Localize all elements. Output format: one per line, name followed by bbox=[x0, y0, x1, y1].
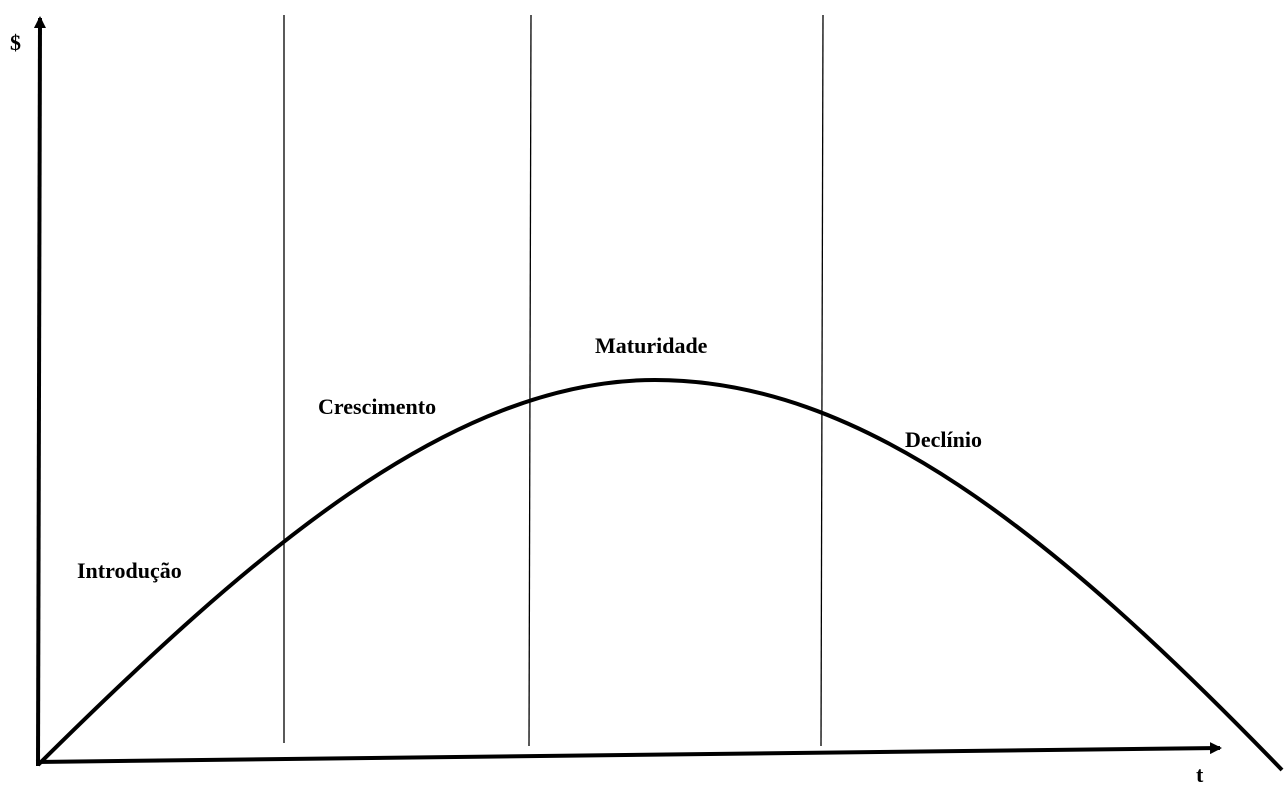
stage-label: Crescimento bbox=[318, 394, 436, 419]
y-axis bbox=[33, 16, 46, 767]
y-axis-label: $ bbox=[10, 30, 21, 55]
stage-divider bbox=[528, 14, 532, 747]
x-axis-label: t bbox=[1196, 762, 1204, 785]
stage-divider bbox=[820, 14, 824, 747]
stage-label: Declínio bbox=[905, 427, 982, 452]
life-cycle-curve bbox=[36, 377, 1284, 772]
x-axis bbox=[35, 742, 1222, 764]
stage-label: Introdução bbox=[77, 558, 182, 583]
stage-label: Maturidade bbox=[595, 333, 708, 358]
